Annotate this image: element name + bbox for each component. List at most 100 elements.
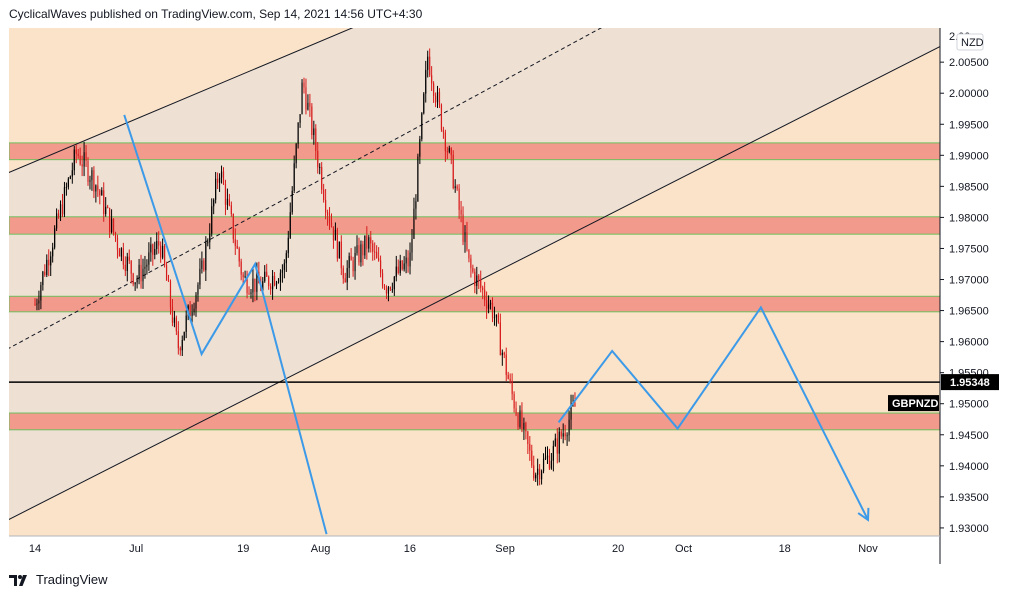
candle-body <box>87 160 89 182</box>
candle-body <box>271 275 274 290</box>
candle-body <box>128 256 130 261</box>
candle-body <box>220 171 223 178</box>
candle-body <box>348 255 350 269</box>
candle-body <box>391 289 393 291</box>
candle-body <box>495 314 498 318</box>
candle-body <box>232 213 234 240</box>
candle-body <box>313 128 315 136</box>
candle-body <box>484 289 486 301</box>
candle-body <box>342 268 344 279</box>
candle-body <box>99 190 101 196</box>
candle-body <box>69 176 71 179</box>
candle-body <box>213 199 215 207</box>
candle-body <box>427 56 429 70</box>
candle-body <box>326 212 329 216</box>
y-axis[interactable]: 2.00500 2.00000 1.99500 1.99000 1.98500 1.980… <box>940 31 999 535</box>
candle-body <box>315 128 317 151</box>
candle-body <box>167 280 170 282</box>
candle-body <box>256 271 258 292</box>
candle-body <box>279 272 282 282</box>
candle-body <box>63 187 66 215</box>
candle-body <box>107 206 109 208</box>
candle-body <box>65 187 68 189</box>
candle-body <box>372 243 374 252</box>
tradingview-logo-icon <box>9 574 27 586</box>
candle-body <box>252 278 254 293</box>
y-tick-label: 1.98000 <box>949 212 989 224</box>
candle-body <box>240 261 242 275</box>
candle-body <box>95 185 97 192</box>
x-tick-label: Nov <box>858 543 878 555</box>
candle-body <box>344 278 346 283</box>
chart-area[interactable]: GBPNZD 2.00500 2.00000 1.99500 1.99000 1.985… <box>9 28 1009 564</box>
candle-body <box>378 258 380 261</box>
candle-body <box>389 287 391 290</box>
candle-body <box>71 170 73 177</box>
candle-body <box>317 150 319 168</box>
candle-body <box>464 232 466 242</box>
x-tick-label: Aug <box>311 543 331 555</box>
last-price-badge <box>941 374 999 391</box>
candle-body <box>203 260 205 271</box>
x-tick-label: Sep <box>495 543 515 555</box>
candle-body <box>230 205 232 214</box>
candle-body <box>175 317 177 332</box>
symbol-label: GBPNZD <box>892 398 939 410</box>
candle-body <box>468 249 470 259</box>
candle-body <box>548 455 551 469</box>
candle-body <box>487 304 490 309</box>
candle-body <box>173 317 176 323</box>
candle-body <box>177 331 179 349</box>
candle-body <box>55 213 58 229</box>
candle-body <box>321 167 323 190</box>
candle-body <box>442 129 445 133</box>
zone-1 <box>9 142 940 161</box>
candle-body <box>289 212 291 238</box>
candle-body <box>501 352 503 356</box>
candle-body <box>244 276 246 278</box>
candle-body <box>319 167 321 169</box>
y-tick-label: 1.95000 <box>949 399 989 411</box>
y-tick-label: 1.94000 <box>949 461 989 473</box>
candle-body <box>466 232 468 250</box>
candle-body <box>97 185 99 191</box>
candle-body <box>560 431 562 437</box>
candle-body <box>50 256 52 266</box>
y-tick-label: 1.99000 <box>949 150 989 162</box>
candle-body <box>535 474 537 479</box>
candle-body <box>429 56 431 76</box>
candle-body <box>179 348 181 351</box>
candle-body <box>85 152 87 161</box>
candle-body <box>305 87 307 110</box>
candle-body <box>199 268 201 285</box>
candle-body <box>523 422 525 430</box>
candle-body <box>162 245 164 258</box>
candle-body <box>356 245 358 253</box>
candle-body <box>376 251 378 259</box>
zone-3 <box>9 295 940 313</box>
candle-body <box>183 331 185 341</box>
candle-body <box>209 233 211 243</box>
candle-body <box>250 292 252 294</box>
candle-body <box>562 433 564 437</box>
candle-body <box>554 438 556 447</box>
candle-body <box>478 275 480 280</box>
candle-body <box>93 170 95 192</box>
candle-body <box>358 245 360 263</box>
price-chart[interactable]: GBPNZD 2.00500 2.00000 1.99500 1.99000 1.985… <box>9 28 1009 564</box>
candle-body <box>434 95 437 103</box>
candle-body <box>405 257 407 264</box>
x-axis[interactable]: 14 Jul 19 Aug 16 Sep 20 Oct 18 Nov <box>29 543 878 555</box>
candle-body <box>366 235 368 249</box>
candle-body <box>324 199 327 213</box>
candle-body <box>277 281 280 283</box>
candle-body <box>101 190 103 196</box>
candle-body <box>218 177 221 183</box>
last-price-label: 1.95348 <box>950 377 990 389</box>
candle-body <box>234 239 236 246</box>
candle-body <box>124 264 126 272</box>
candle-body <box>148 252 150 265</box>
candle-body <box>454 186 456 189</box>
candle-body <box>354 252 356 272</box>
y-tick-label: 1.96000 <box>949 337 989 349</box>
